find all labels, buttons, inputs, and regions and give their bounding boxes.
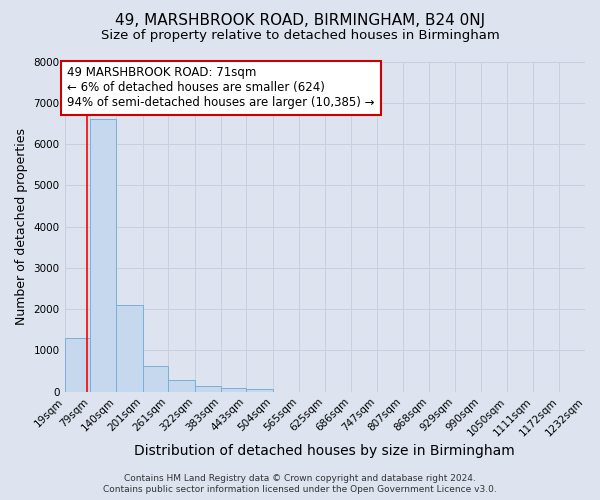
Text: 49 MARSHBROOK ROAD: 71sqm
← 6% of detached houses are smaller (624)
94% of semi-: 49 MARSHBROOK ROAD: 71sqm ← 6% of detach… xyxy=(67,66,374,110)
Text: Size of property relative to detached houses in Birmingham: Size of property relative to detached ho… xyxy=(101,29,499,42)
Bar xyxy=(194,386,221,392)
Text: 49, MARSHBROOK ROAD, BIRMINGHAM, B24 0NJ: 49, MARSHBROOK ROAD, BIRMINGHAM, B24 0NJ xyxy=(115,12,485,28)
Bar xyxy=(221,388,247,392)
Bar xyxy=(65,338,90,392)
Bar xyxy=(247,389,272,392)
Text: Contains HM Land Registry data © Crown copyright and database right 2024.
Contai: Contains HM Land Registry data © Crown c… xyxy=(103,474,497,494)
Bar xyxy=(143,366,169,392)
Bar xyxy=(90,120,116,392)
Bar xyxy=(116,305,143,392)
Y-axis label: Number of detached properties: Number of detached properties xyxy=(15,128,28,325)
X-axis label: Distribution of detached houses by size in Birmingham: Distribution of detached houses by size … xyxy=(134,444,515,458)
Bar xyxy=(169,380,194,392)
